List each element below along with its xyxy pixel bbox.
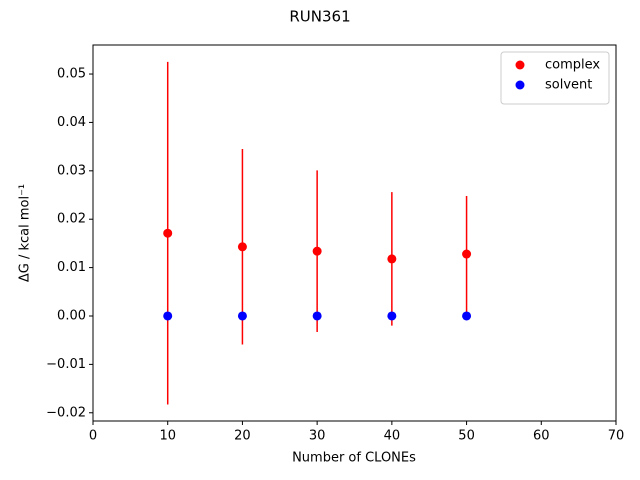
plot-frame: [92, 44, 617, 422]
x-tick-label: 0: [89, 429, 97, 444]
point: [462, 311, 472, 321]
x-tick-label: 70: [608, 429, 625, 444]
y-tick-label: −0.02: [46, 405, 86, 420]
x-tick-label: 40: [384, 429, 401, 444]
x-tick-label: 10: [159, 429, 176, 444]
legend-label: complex: [545, 58, 600, 73]
x-tick-label: 30: [309, 429, 326, 444]
x-tick-label: 50: [458, 429, 475, 444]
y-tick-label: 0.03: [57, 163, 86, 178]
point: [163, 228, 173, 238]
point: [163, 311, 173, 321]
y-tick-label: 0.05: [57, 67, 86, 82]
legend-marker: [515, 80, 525, 90]
point: [237, 311, 247, 321]
x-axis-label: Number of CLONEs: [292, 451, 416, 466]
point: [312, 311, 322, 321]
x-tick-label: 20: [234, 429, 251, 444]
legend-marker: [515, 60, 525, 70]
point: [387, 254, 397, 264]
legend-box: [500, 51, 610, 105]
x-tick-label: 60: [533, 429, 550, 444]
y-tick-label: 0.01: [57, 260, 86, 275]
point: [237, 242, 247, 252]
y-tick-label: 0.04: [57, 115, 86, 130]
point: [312, 246, 322, 256]
point: [462, 249, 472, 259]
y-tick-label: 0.02: [57, 212, 86, 227]
y-axis-label: ΔG / kcal mol⁻¹: [18, 184, 33, 282]
y-tick-label: −0.01: [46, 357, 86, 372]
y-tick-label: 0.00: [57, 308, 86, 323]
legend-label: solvent: [545, 78, 592, 93]
chart-title: RUN361: [289, 8, 350, 26]
point: [387, 311, 397, 321]
